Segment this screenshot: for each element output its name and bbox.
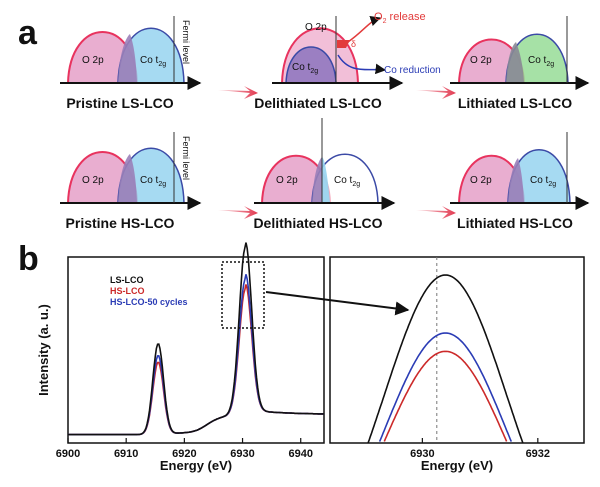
diagram-pristine-hs: Fermi level O 2p Co t2g Pristine HS-LCO: [60, 132, 202, 231]
o2p-label: O 2p: [470, 175, 492, 186]
x-tick-label: 6930: [230, 448, 254, 460]
o2-release-label: O2 release: [374, 11, 426, 25]
x-tick-label: 6900: [56, 448, 80, 460]
co-t2g-label: Co t2g: [140, 55, 166, 68]
fermi-label: Fermi level: [181, 20, 191, 64]
series-line-hs-lco-50-cycles: [378, 332, 513, 442]
o2p-label: O 2p: [305, 22, 327, 33]
co-reduction-arrow: [337, 54, 387, 75]
right-x-axis-label: Energy (eV): [421, 458, 493, 473]
co-t2g-label: Co t2g: [334, 175, 360, 188]
o2-release-arrow: [347, 16, 381, 43]
flow-arrow: [218, 86, 258, 99]
legend-entry: HS-LCO: [110, 286, 145, 296]
delta-label: δ: [351, 39, 356, 49]
filled-co-region: [322, 157, 330, 203]
series-lines: [68, 242, 324, 436]
co-reduction-label: Co reduction: [384, 65, 441, 76]
co-t2g-label: Co t2g: [292, 62, 318, 75]
caption-lithiated-ls: Lithiated LS-LCO: [458, 95, 572, 111]
plot-frame: [67, 256, 325, 444]
o2p-label: O 2p: [82, 175, 104, 186]
x-ticks: 6930 6932: [410, 438, 550, 460]
fermi-label: Fermi level: [181, 136, 191, 180]
legend-entry: HS-LCO-50 cycles: [110, 297, 188, 307]
hole-state: [337, 40, 350, 48]
co-t2g-label: Co t2g: [528, 55, 554, 68]
x-tick-label: 6932: [526, 448, 550, 460]
o2p-label: O 2p: [82, 55, 104, 66]
co-t2g-label: Co t2g: [140, 175, 166, 188]
diagram-delithiated-ls: δ O 2p Co t2g O2 release Co reduction De…: [254, 11, 440, 111]
x-tick-label: 6930: [410, 448, 434, 460]
diagram-pristine-ls: Fermi level O 2p Co t2g Pristine LS-LCO: [60, 16, 202, 111]
zoom-arrow: [265, 291, 410, 316]
overlap-region: [508, 158, 524, 203]
x-tick-label: 6940: [288, 448, 312, 460]
series-line-hs-lco: [383, 350, 508, 442]
series-line-ls-lco: [367, 274, 524, 444]
zoom-box: [221, 261, 265, 329]
flow-arrow: [416, 206, 456, 219]
overlap-region: [118, 154, 137, 203]
left-x-axis-label: Energy (eV): [160, 458, 232, 473]
panel-a-label: a: [18, 14, 38, 52]
series-line-hs-lco-50-cycles: [68, 274, 324, 436]
series-line-ls-lco: [68, 242, 324, 436]
x-tick-label: 6920: [172, 448, 196, 460]
flow-arrow: [416, 86, 456, 99]
y-axis-label: Intensity (a. u.): [36, 304, 51, 396]
caption-delithiated-ls: Delithiated LS-LCO: [254, 95, 382, 111]
overlap-region: [118, 34, 137, 83]
o2p-label: O 2p: [276, 175, 298, 186]
series-lines: [367, 274, 524, 444]
plot-frame: [329, 256, 585, 444]
caption-pristine-ls: Pristine LS-LCO: [66, 95, 173, 111]
flow-arrow: [218, 206, 258, 219]
overlap-region: [312, 157, 322, 203]
x-tick-label: 6910: [114, 448, 138, 460]
co-t2g-label: Co t2g: [530, 175, 556, 188]
overlap-region: [506, 42, 524, 83]
panel-b-label: b: [18, 240, 39, 278]
caption-delithiated-hs: Delithiated HS-LCO: [253, 215, 382, 231]
o2p-label: O 2p: [470, 55, 492, 66]
series-line-hs-lco: [68, 284, 324, 436]
left-xanes-chart: 6900 6910 6920 6930 6940 Energy (eV) Intensi…: [36, 242, 325, 473]
caption-lithiated-hs: Lithiated HS-LCO: [457, 215, 573, 231]
legend-entry: LS-LCO: [110, 275, 144, 285]
right-zoom-chart: 6930 6932 Energy (eV): [329, 256, 585, 473]
co-t2g-band: [285, 46, 337, 84]
x-ticks: 6900 6910 6920 6930 6940: [56, 438, 313, 460]
diagram-lithiated-ls: O 2p Co t2g Lithiated LS-LCO: [450, 16, 590, 111]
caption-pristine-hs: Pristine HS-LCO: [66, 215, 175, 231]
diagram-delithiated-hs: O 2p Co t2g Delithiated HS-LCO: [253, 118, 396, 231]
diagram-lithiated-hs: O 2p Co t2g Lithiated HS-LCO: [450, 132, 590, 231]
